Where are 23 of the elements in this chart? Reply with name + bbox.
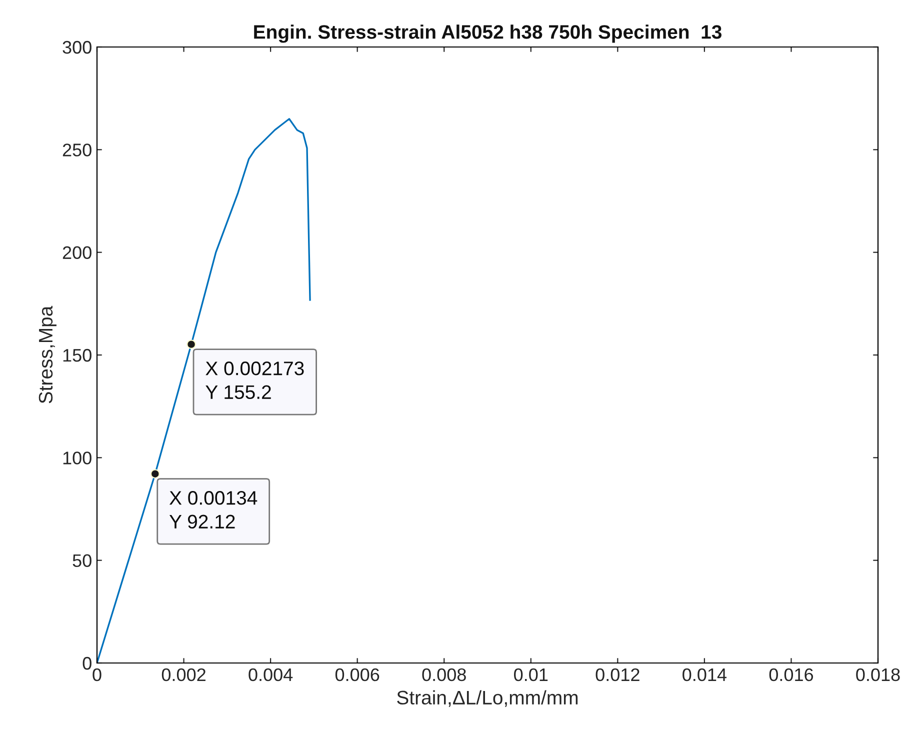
y-tick-label: 100 — [63, 452, 92, 464]
x-tick-label: 0.006 — [335, 668, 380, 682]
x-axis-title: Strain,ΔL/Lo,mm/mm — [397, 690, 578, 707]
x-tick-label: 0.004 — [248, 668, 293, 682]
chart-title: Engin. Stress-strain Al5052 h38 750h Specimen 13 — [254, 24, 722, 43]
y-axis-title: Stress,Mpa — [38, 306, 56, 404]
x-tick-label: 0.008 — [422, 668, 466, 682]
y-tick-label: 250 — [62, 144, 92, 156]
line-series — [97, 118, 311, 663]
x-tick-label: 0.014 — [682, 668, 727, 682]
x-tick-label: 0.01 — [514, 668, 548, 682]
y-tick-label: 200 — [62, 246, 92, 260]
y-tick-label: 150 — [63, 348, 92, 362]
x-tick-label: 0.018 — [856, 668, 900, 682]
y-tick-label: 300 — [62, 40, 92, 54]
x-tick-label: 0.016 — [769, 668, 814, 682]
y-tick-label: 0 — [82, 656, 92, 670]
x-tick-label: 0 — [92, 668, 102, 682]
y-tick-label: 50 — [72, 554, 92, 568]
annotation: X 0.002173 Y 155.2 — [206, 362, 304, 400]
x-tick-label: 0.012 — [596, 668, 640, 682]
annotation: X 0.00134 Y 92.12 — [169, 491, 258, 529]
x-tick-label: 0.002 — [162, 668, 206, 682]
